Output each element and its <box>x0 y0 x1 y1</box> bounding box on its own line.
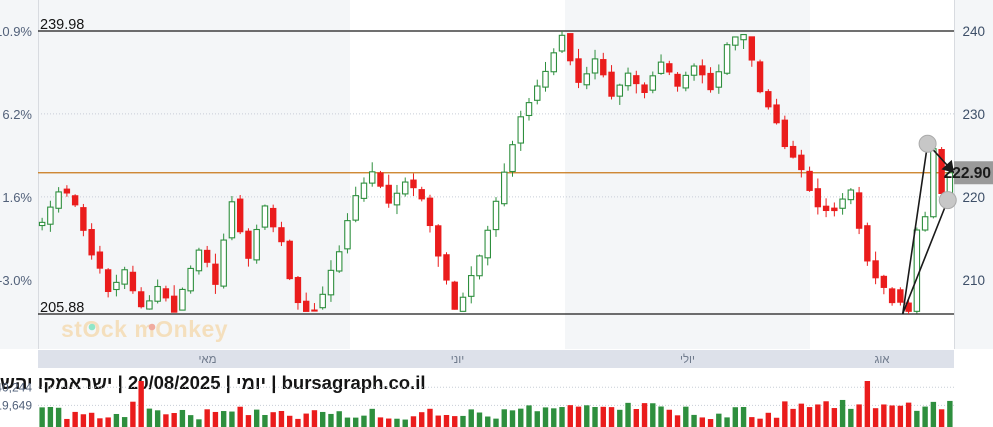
svg-text:1.6%: 1.6% <box>2 190 32 205</box>
svg-text:19,649: 19,649 <box>0 398 32 412</box>
svg-text:220: 220 <box>962 190 985 205</box>
svg-text:יומי | 20/08/2025 | ישראמקו יה: יומי | 20/08/2025 | ישראמקו יהש | bursag… <box>0 372 426 393</box>
svg-text:-3.0%: -3.0% <box>0 273 32 288</box>
svg-text:210: 210 <box>962 273 985 288</box>
svg-text:יוני: יוני <box>451 354 464 366</box>
svg-text:מאי: מאי <box>198 354 216 366</box>
svg-text:230: 230 <box>962 107 985 122</box>
svg-text:40,244: 40,244 <box>0 380 32 394</box>
svg-text:stOck mOnkey: stOck mOnkey <box>61 316 228 342</box>
svg-text:239.98: 239.98 <box>40 17 84 33</box>
svg-text:10.9%: 10.9% <box>0 24 32 39</box>
svg-text:205.88: 205.88 <box>40 300 84 316</box>
svg-text:יולי: יולי <box>680 353 695 366</box>
svg-text:6.2%: 6.2% <box>2 107 32 122</box>
svg-text:222.90: 222.90 <box>944 165 991 182</box>
svg-text:אוג: אוג <box>874 354 890 366</box>
svg-text:240: 240 <box>962 24 985 39</box>
